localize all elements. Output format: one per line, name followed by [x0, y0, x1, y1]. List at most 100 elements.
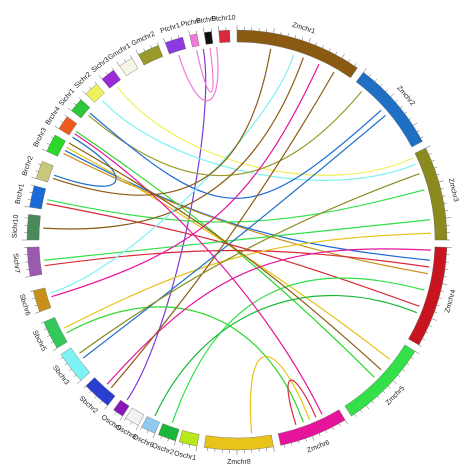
segment-label: Oschr9	[100, 414, 123, 433]
tick	[354, 63, 357, 67]
link	[68, 142, 382, 371]
tick	[60, 120, 64, 123]
tick	[73, 102, 77, 106]
tick	[305, 438, 307, 442]
tick	[434, 166, 438, 169]
tick	[60, 357, 64, 360]
tick	[135, 50, 139, 55]
segment-label: Brchr3	[33, 127, 49, 149]
tick	[157, 42, 159, 46]
tick	[348, 59, 351, 63]
segment	[344, 344, 416, 417]
segment-label: Sichr2	[73, 71, 92, 90]
tick	[27, 199, 31, 201]
segment-label: Sbchr5	[31, 329, 47, 352]
tick	[413, 122, 418, 126]
link	[88, 91, 363, 177]
tick	[188, 30, 190, 36]
segment	[60, 347, 91, 381]
segment	[277, 409, 346, 446]
link	[44, 219, 430, 261]
segment	[203, 434, 274, 451]
tick	[82, 90, 87, 95]
tick	[104, 405, 108, 410]
segment	[414, 147, 448, 241]
tick	[73, 374, 77, 378]
link	[126, 48, 207, 401]
tick	[150, 45, 152, 49]
segment-label: Zmchr1	[291, 22, 316, 36]
tick	[392, 380, 397, 385]
tick	[98, 75, 103, 80]
tick	[404, 111, 408, 114]
segment	[46, 134, 66, 157]
tick	[135, 425, 139, 430]
tick	[414, 351, 420, 355]
link	[53, 136, 117, 187]
tick	[64, 114, 68, 117]
segment	[29, 185, 46, 210]
tick	[77, 380, 82, 385]
link	[117, 86, 414, 176]
tick	[287, 33, 289, 37]
tick	[328, 48, 331, 52]
tick	[374, 79, 377, 82]
segment	[113, 399, 130, 417]
tick	[146, 430, 149, 434]
tick	[291, 442, 293, 446]
tick	[160, 435, 162, 439]
tick	[369, 74, 372, 77]
tick	[88, 86, 92, 90]
tick	[335, 51, 338, 55]
tick	[42, 148, 47, 152]
tick	[325, 430, 328, 434]
tick	[294, 35, 296, 39]
tick	[443, 276, 447, 278]
tick	[152, 433, 156, 438]
segment	[141, 416, 160, 434]
tick	[406, 363, 410, 366]
link	[63, 152, 429, 275]
segment	[138, 45, 164, 66]
tick	[30, 290, 34, 292]
segment-label: Ptchr1	[160, 22, 182, 35]
segment-label: Brchr2	[21, 155, 35, 177]
tick	[425, 331, 429, 334]
tick	[173, 440, 176, 446]
segment-label: Gmchr2	[131, 31, 157, 48]
tick	[111, 67, 114, 71]
segment-label: Brchr4	[45, 105, 62, 126]
tick	[408, 117, 412, 120]
segment-label: Zmchr4	[444, 289, 457, 314]
segment	[408, 246, 448, 346]
tick	[371, 400, 375, 404]
tick	[34, 311, 40, 314]
segment	[35, 161, 54, 183]
tick	[344, 419, 348, 425]
segment	[125, 407, 145, 426]
tick	[52, 347, 58, 351]
link	[249, 355, 311, 434]
segment	[355, 72, 423, 148]
segment	[101, 69, 121, 89]
tick	[380, 84, 383, 87]
tick	[390, 93, 395, 97]
segment-label: Brchr1	[15, 183, 26, 205]
tick	[34, 304, 38, 307]
tick	[442, 283, 448, 285]
segment	[43, 317, 68, 349]
tick	[24, 206, 30, 208]
tick	[315, 42, 317, 46]
tick	[29, 191, 33, 193]
tick	[422, 338, 426, 341]
segment	[158, 423, 180, 442]
tick	[434, 311, 438, 314]
tick	[130, 55, 133, 59]
tick	[416, 130, 420, 133]
tick	[284, 444, 286, 448]
segment	[71, 99, 91, 119]
segment-label: Ptchr10	[211, 15, 236, 23]
tick	[442, 195, 446, 197]
tick	[318, 433, 321, 437]
